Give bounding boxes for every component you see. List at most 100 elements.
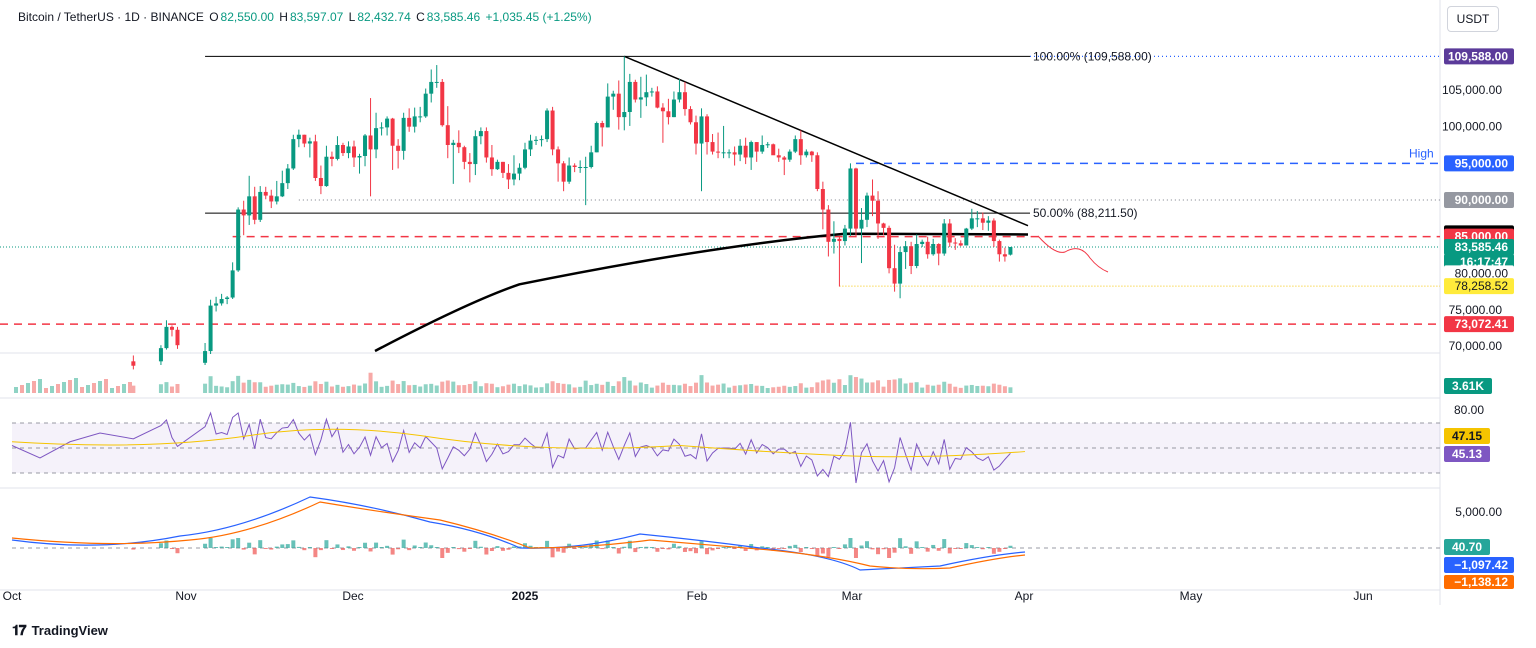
volume-bar: [418, 386, 423, 393]
candle: [826, 205, 831, 257]
candle-body: [655, 91, 660, 108]
candle: [616, 80, 621, 130]
candle-body: [500, 161, 505, 173]
ma200-line: [374, 232, 1029, 353]
candle: [539, 135, 544, 147]
volume-bar: [462, 385, 467, 393]
candle: [671, 91, 676, 118]
volume-bar: [489, 383, 494, 393]
candle: [936, 243, 941, 266]
candle: [622, 56, 627, 131]
macd-histogram-bar: [853, 548, 858, 558]
currency-button[interactable]: USDT: [1447, 6, 1499, 32]
candle-body: [765, 144, 770, 146]
candle: [352, 140, 356, 167]
candle-body: [567, 165, 572, 182]
brand-name: TradingView: [31, 623, 108, 638]
macd-histogram-bar: [727, 547, 732, 548]
change-value: +1,035.45 (+1.25%): [485, 10, 592, 24]
candle: [423, 88, 428, 118]
candle-body: [721, 152, 726, 154]
macd-histogram-bar: [578, 547, 583, 548]
candle: [401, 112, 406, 160]
macd-histogram-bar: [335, 544, 340, 548]
candle: [594, 121, 599, 153]
volume-bar: [484, 383, 489, 393]
candle-body: [401, 117, 406, 151]
candle-body: [958, 243, 963, 246]
macd-histogram-bar: [280, 544, 285, 548]
volume-bar: [627, 380, 632, 393]
candle: [230, 262, 235, 299]
candle-body: [429, 81, 434, 94]
volume-bar: [80, 387, 84, 393]
candle-body: [925, 241, 930, 255]
volume-bar: [407, 385, 412, 393]
candle: [892, 244, 897, 292]
macd-histogram-bar: [556, 548, 561, 552]
candle: [947, 219, 952, 247]
macd-histogram-bar: [594, 540, 599, 548]
descending-trendline: [624, 55, 1029, 227]
candle: [837, 235, 842, 287]
macd-histogram-bar: [793, 544, 798, 548]
candle: [296, 129, 301, 148]
volume-bar: [534, 387, 539, 393]
candle: [434, 65, 439, 88]
candle: [831, 221, 836, 254]
macd-histogram-bar: [616, 548, 621, 554]
candle: [390, 117, 395, 170]
candle-body: [258, 191, 263, 220]
candle: [782, 156, 787, 176]
macd-histogram-bar: [887, 548, 892, 558]
macd-histogram-bar: [997, 548, 1002, 552]
candle: [682, 81, 687, 116]
candle-body: [374, 128, 379, 150]
volume-bar: [909, 382, 914, 393]
volume-bar: [947, 383, 952, 393]
volume-bar: [451, 381, 456, 393]
candle: [363, 134, 368, 167]
price-tag-bg: [1444, 316, 1514, 333]
volume-bar: [368, 372, 373, 393]
candle: [561, 161, 566, 192]
price-tag-bg: [1444, 48, 1514, 65]
volume-bar: [876, 380, 881, 393]
volume-bar: [175, 384, 180, 393]
volume-bar: [26, 383, 30, 393]
candle-body: [991, 220, 996, 242]
candle: [567, 157, 572, 184]
volume-bar: [291, 382, 296, 393]
macd-histogram-bar: [936, 548, 941, 551]
candle: [754, 142, 759, 162]
candle-body: [131, 361, 136, 366]
macd-histogram-bar: [716, 548, 721, 549]
macd-histogram-bar: [478, 546, 483, 548]
macd-histogram-bar: [484, 548, 489, 555]
macd-histogram-bar: [622, 546, 627, 548]
candle-body: [280, 183, 285, 197]
candle-body: [727, 152, 732, 154]
candle-body: [980, 218, 985, 223]
candle-body: [589, 152, 594, 167]
volume-bar: [887, 379, 892, 393]
volume-bar: [456, 385, 461, 393]
candle: [374, 112, 379, 159]
candle: [776, 148, 781, 162]
volume-bar: [578, 386, 583, 393]
candle-body: [853, 168, 858, 229]
candle: [627, 73, 632, 126]
macd-histogram-bar: [660, 548, 665, 549]
candle-body: [688, 109, 693, 123]
volume-bar: [732, 385, 737, 393]
candle-body: [285, 168, 290, 184]
tradingview-logo[interactable]: 𝟏𝟕 TradingView: [12, 622, 108, 639]
candle: [445, 106, 450, 159]
macd-histogram-bar: [991, 548, 996, 554]
macd-histogram-bar: [892, 548, 897, 553]
candle-body: [247, 196, 252, 216]
volume-bar: [131, 385, 136, 393]
candle-body: [837, 238, 842, 242]
volume-bar: [600, 384, 605, 393]
